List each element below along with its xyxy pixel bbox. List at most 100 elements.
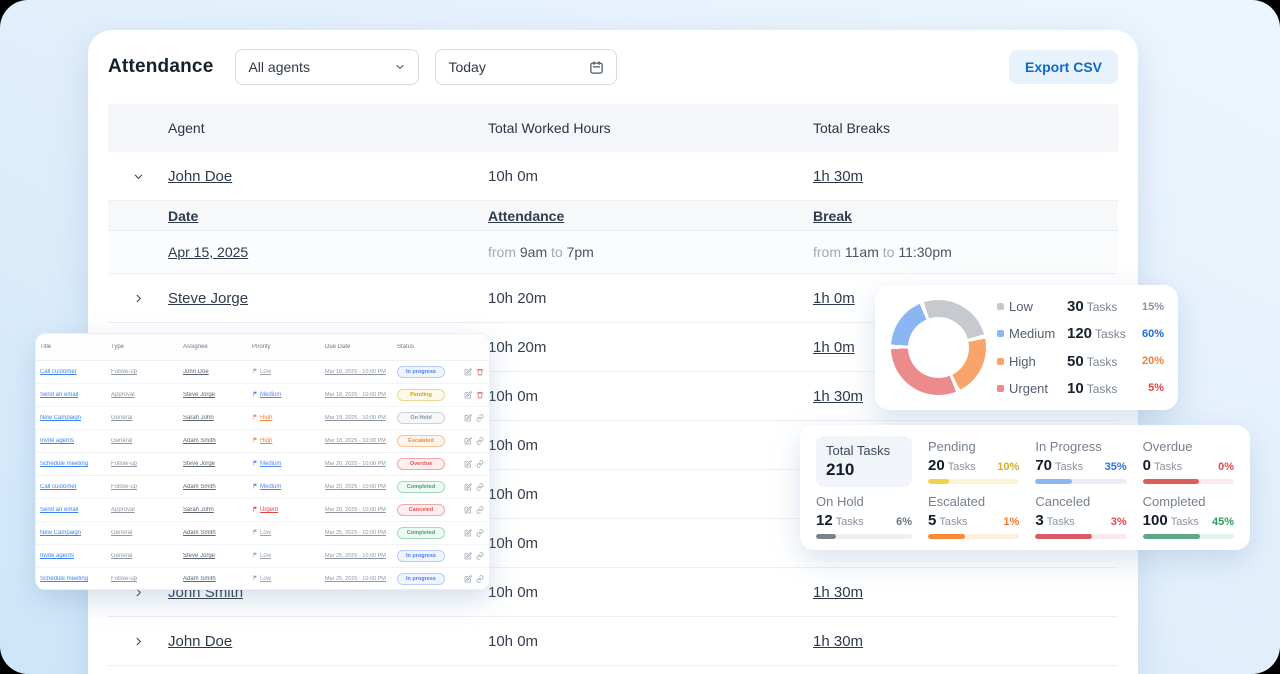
task-due-date-link[interactable]: Mar 25, 2025 - 10:00 PM [325,530,386,536]
break-total-link[interactable]: 1h 30m [813,583,864,601]
expand-row-button[interactable] [133,293,144,304]
task-title-link[interactable]: Invite agents [40,553,75,559]
task-type[interactable]: Follow-up [111,484,138,490]
task-assignee-link[interactable]: Sarah John [183,415,214,421]
task-title-link[interactable]: Schedule meeting [40,576,89,582]
task-priority[interactable]: Low [252,368,271,376]
priority-chart-card: Low 30 Tasks 15% Medium 120 Tasks 60% High 50 Task… [875,285,1178,410]
delete-icon[interactable] [476,391,484,399]
task-due-date-link[interactable]: Mar 20, 2025 - 10:00 PM [325,461,386,467]
task-title-link[interactable]: Send an email [40,392,79,398]
task-assignee-link[interactable]: Adam Smith [183,530,216,536]
task-priority[interactable]: Medium [252,460,281,468]
link-icon[interactable] [476,414,484,422]
date-link[interactable]: Apr 15, 2025 [168,244,249,260]
edit-icon[interactable] [464,368,472,376]
task-title-link[interactable]: New Campaign [40,415,82,421]
agent-link[interactable]: Steve Jorge [168,289,249,307]
agent-link[interactable]: John Doe [168,167,233,185]
task-assignee-link[interactable]: Adam Smith [183,576,216,582]
task-priority[interactable]: Medium [252,391,281,399]
task-title-link[interactable]: Call customer [40,484,77,490]
task-assignee-link[interactable]: Steve Jorge [183,553,216,559]
agent-link[interactable]: John Doe [168,632,233,650]
task-title-link[interactable]: Call customer [40,369,77,375]
task-due-date-link[interactable]: Mar 18, 2025 - 10:00 PM [325,392,386,398]
delete-icon[interactable] [476,368,484,376]
link-icon[interactable] [476,506,484,514]
task-priority[interactable]: Urgent [252,506,278,514]
edit-icon[interactable] [464,391,472,399]
task-type[interactable]: General [111,553,133,559]
stat-percent: 1% [1003,516,1020,529]
task-type[interactable]: Approval [111,392,135,398]
task-due-date-link[interactable]: Mar 20, 2025 - 10:00 PM [325,484,386,490]
attendance-row: John Doe 10h 0m 1h 30m [108,617,1118,666]
task-status-badge: Canceled [397,504,445,516]
task-due-date-link[interactable]: Mar 25, 2025 - 10:00 PM [325,576,386,582]
edit-icon[interactable] [464,529,472,537]
break-total-link[interactable]: 1h 0m [813,289,855,307]
edit-icon[interactable] [464,552,472,560]
total-tasks-box: Total Tasks 210 [816,435,912,487]
legend-item: High 50 Tasks 20% [997,353,1164,370]
task-type[interactable]: General [111,415,133,421]
link-icon[interactable] [476,575,484,583]
task-type[interactable]: General [111,438,133,444]
break-total-link[interactable]: 1h 30m [813,387,864,405]
stat-label: Canceled [1035,494,1091,510]
agents-filter-dropdown[interactable]: All agents [235,49,420,85]
legend-percent: 5% [1148,382,1164,395]
task-type[interactable]: Follow-up [111,576,138,582]
legend-label: Urgent [1009,380,1049,396]
task-due-date-link[interactable]: Mar 20, 2025 - 10:00 PM [325,507,386,513]
edit-icon[interactable] [464,575,472,583]
task-title-link[interactable]: Invite agents [40,438,75,444]
task-assignee-link[interactable]: John Doe [183,369,209,375]
task-due-date-link[interactable]: Mar 18, 2025 - 10:00 PM [325,438,386,444]
task-type[interactable]: Follow-up [111,461,138,467]
task-due-date-link[interactable]: Mar 25, 2025 - 10:00 PM [325,553,386,559]
task-assignee-link[interactable]: Steve Jorge [183,461,216,467]
task-assignee-link[interactable]: Sarah John [183,507,214,513]
task-title-link[interactable]: Send an email [40,507,79,513]
task-assignee-link[interactable]: Adam Smith [183,438,216,444]
task-priority[interactable]: High [252,414,272,422]
date-filter-field[interactable]: Today [435,49,618,85]
tasks-table-header: Title Type Assignee Priority Due Date Status [36,334,489,361]
task-assignee-link[interactable]: Steve Jorge [183,392,216,398]
link-icon[interactable] [476,460,484,468]
stat-label: Escalated [928,494,986,510]
link-icon[interactable] [476,552,484,560]
task-due-date-link[interactable]: Mar 18, 2025 - 10:00 PM [325,415,386,421]
task-title-link[interactable]: Schedule meeting [40,461,89,467]
stat-unit: Tasks [939,516,968,529]
task-priority[interactable]: Low [252,529,271,537]
task-type[interactable]: Follow-up [111,369,138,375]
task-priority[interactable]: Low [252,552,271,560]
task-assignee-link[interactable]: Adam Smith [183,484,216,490]
task-type[interactable]: Approval [111,507,135,513]
collapse-row-button[interactable] [133,171,144,182]
export-csv-button[interactable]: Export CSV [1008,50,1118,84]
task-title-link[interactable]: New Campaign [40,530,82,536]
task-priority[interactable]: Medium [252,483,281,491]
task-type[interactable]: General [111,530,133,536]
task-row: New Campaign General Adam Smith Low Mar 25, … [36,522,489,545]
expand-row-button[interactable] [133,636,144,647]
task-priority[interactable]: Low [252,575,271,583]
edit-icon[interactable] [464,506,472,514]
link-icon[interactable] [476,483,484,491]
break-total-link[interactable]: 1h 30m [813,167,864,185]
task-priority[interactable]: High [252,437,272,445]
edit-icon[interactable] [464,414,472,422]
stat-unit: Tasks [947,460,976,473]
edit-icon[interactable] [464,437,472,445]
edit-icon[interactable] [464,483,472,491]
link-icon[interactable] [476,437,484,445]
break-total-link[interactable]: 1h 0m [813,338,855,356]
break-total-link[interactable]: 1h 30m [813,632,864,650]
link-icon[interactable] [476,529,484,537]
task-due-date-link[interactable]: Mar 18, 2025 - 10:00 PM [325,369,386,375]
edit-icon[interactable] [464,460,472,468]
